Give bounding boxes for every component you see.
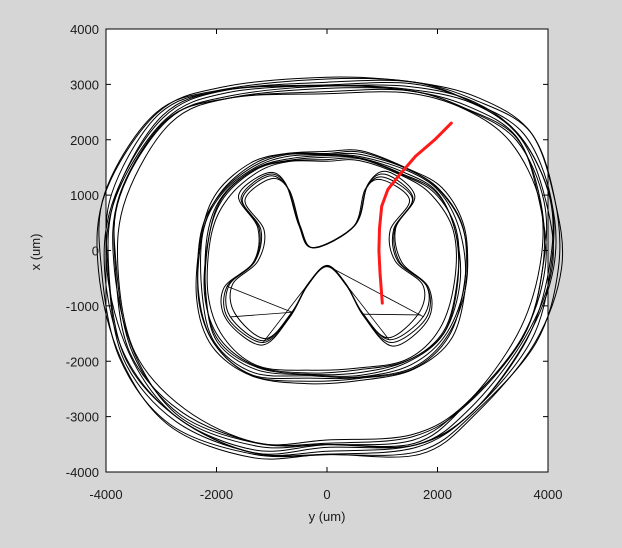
y-tick-label: 0 bbox=[92, 244, 99, 259]
plot-area bbox=[96, 76, 564, 460]
y-tick-label: 2000 bbox=[70, 133, 99, 148]
y-tick-label: 1000 bbox=[70, 188, 99, 203]
inner-contour-line bbox=[206, 159, 457, 371]
x-axis-label: y (um) bbox=[309, 509, 346, 524]
y-tick-label: 3000 bbox=[70, 77, 99, 92]
x-tick-label: -2000 bbox=[200, 487, 233, 502]
y-tick-label: -4000 bbox=[66, 465, 99, 480]
grey-matter-contour-line bbox=[220, 170, 433, 347]
y-tick-label: -2000 bbox=[66, 354, 99, 369]
outer-contour-line bbox=[105, 79, 555, 457]
outer-contour-line bbox=[113, 88, 548, 446]
y-axis: 4000 3000 2000 1000 0 -1000 -2000 -3000 -4000 bbox=[66, 22, 548, 480]
x-tick-label: 0 bbox=[323, 487, 330, 502]
outer-contour-line bbox=[105, 84, 554, 452]
mesh-edge bbox=[362, 313, 421, 316]
outer-contour-line bbox=[107, 81, 554, 456]
x-tick-label: 2000 bbox=[423, 487, 452, 502]
mesh-edge bbox=[230, 311, 293, 318]
y-tick-label: -3000 bbox=[66, 410, 99, 425]
y-tick-label: -1000 bbox=[66, 299, 99, 314]
trajectory-line bbox=[377, 121, 453, 305]
y-axis-label: x (um) bbox=[28, 234, 43, 271]
inner-contour-line bbox=[197, 152, 469, 380]
inner-contour-line bbox=[197, 150, 467, 382]
mesh-edge bbox=[346, 284, 389, 340]
y-tick-label: 4000 bbox=[70, 22, 99, 37]
inner-contour-line bbox=[195, 149, 469, 385]
outer-contour-line bbox=[96, 76, 564, 460]
outer-contour-line bbox=[116, 91, 544, 446]
inner-contour-line bbox=[204, 154, 462, 377]
x-tick-label: -4000 bbox=[89, 487, 122, 502]
inner-contour-line bbox=[200, 154, 467, 379]
x-tick-label: 4000 bbox=[534, 487, 563, 502]
mesh-edge bbox=[227, 286, 293, 313]
x-axis: -4000 -2000 0 2000 4000 bbox=[89, 29, 562, 502]
mesh-edge bbox=[326, 265, 424, 318]
outer-contour-line bbox=[112, 85, 547, 449]
